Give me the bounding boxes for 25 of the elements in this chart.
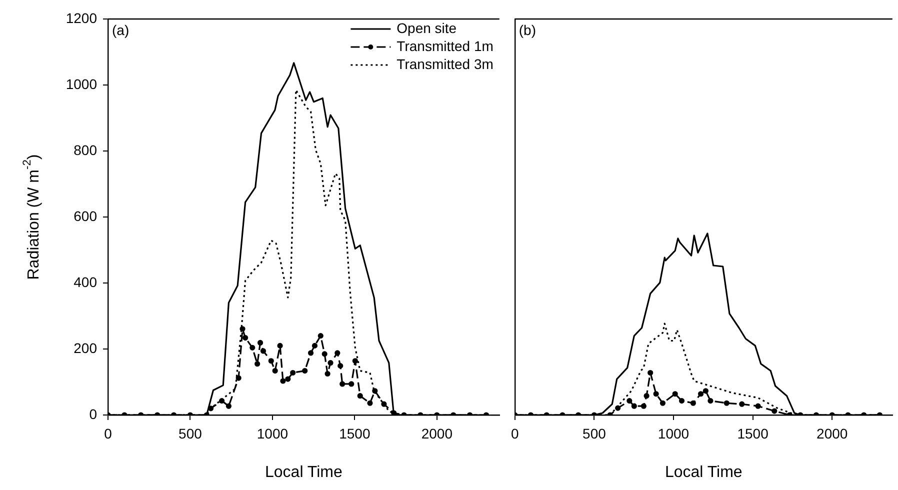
y-axis-title: Radiation (W m-2) <box>22 154 42 280</box>
x-tick-label: 1000 <box>256 425 288 442</box>
legend-label: Transmitted 3m <box>396 56 494 72</box>
x-tick-label: 2000 <box>816 425 848 442</box>
annotation: (a) <box>112 22 130 38</box>
x-tick-label: 2000 <box>421 425 453 442</box>
x-tick-label: 1000 <box>658 425 690 442</box>
x-tick-label: 1500 <box>737 425 769 442</box>
y-tick-label: 200 <box>74 340 98 356</box>
x-tick-label: 1500 <box>339 425 370 442</box>
y-tick-label: 600 <box>74 208 98 224</box>
y-tick-label: 0 <box>89 406 98 422</box>
x-tick-label: 500 <box>582 425 606 442</box>
y-tick-label: 800 <box>74 142 98 158</box>
x-tick-label: 500 <box>178 425 202 442</box>
y-tick-label: 1200 <box>66 10 98 26</box>
legend-label: Transmitted 1m <box>396 38 494 54</box>
annotation: (b) <box>518 22 536 38</box>
y-tick-label: 1000 <box>66 76 98 92</box>
x-axis-title: Local Time <box>664 464 742 481</box>
x-tick-label: 0 <box>510 425 519 442</box>
x-tick-label: 0 <box>104 425 112 442</box>
y-tick-label: 400 <box>74 274 98 290</box>
x-axis-title: Local Time <box>265 464 342 481</box>
legend-label: Open site <box>396 20 457 36</box>
